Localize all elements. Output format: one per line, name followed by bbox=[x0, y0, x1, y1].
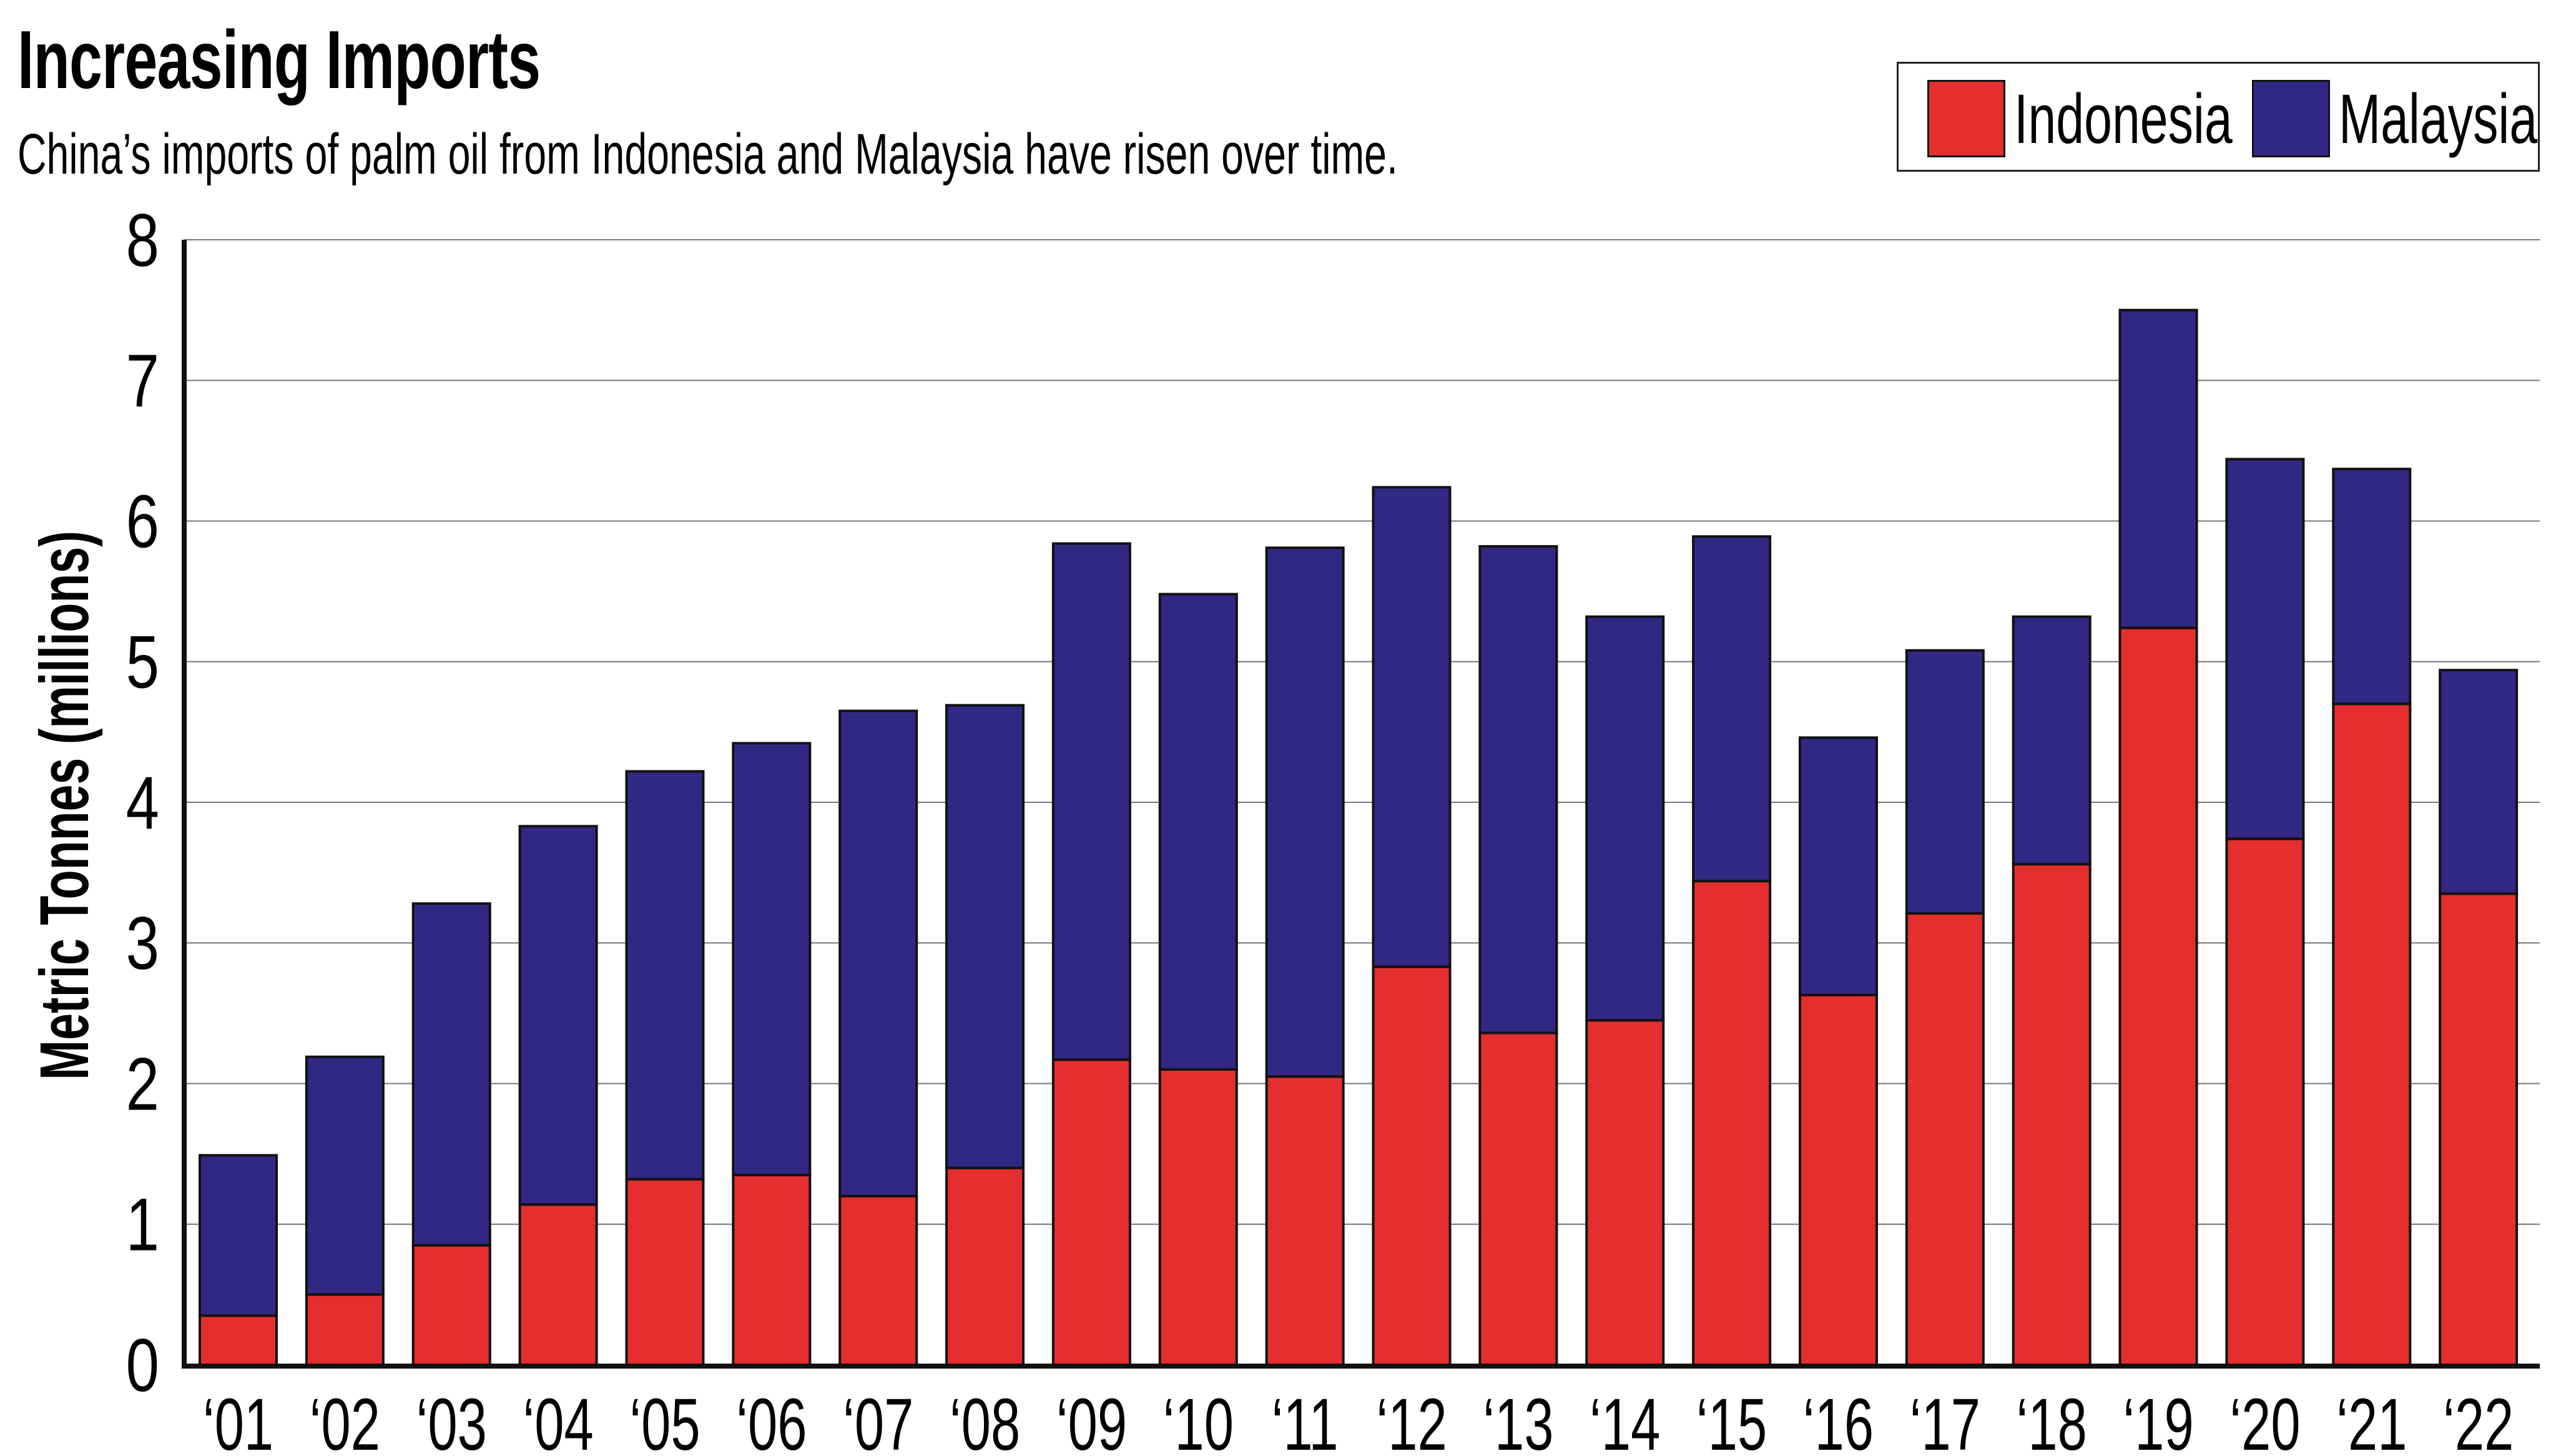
bar-malaysia bbox=[2439, 669, 2519, 895]
axes bbox=[182, 240, 2540, 1369]
bar-malaysia bbox=[1905, 649, 1985, 915]
bar-malaysia bbox=[411, 902, 491, 1247]
bar-indonesia bbox=[411, 1244, 491, 1366]
bar-malaysia bbox=[625, 770, 705, 1181]
y-tick-label: 5 bbox=[126, 621, 159, 705]
legend-swatch-indonesia bbox=[1927, 80, 2005, 157]
bar-malaysia bbox=[199, 1154, 278, 1317]
bar-malaysia bbox=[1158, 593, 1238, 1071]
y-tick-label: 8 bbox=[126, 199, 159, 283]
bar-malaysia bbox=[945, 704, 1025, 1169]
legend: Indonesia Malaysia bbox=[1897, 62, 2540, 172]
chart-subtitle: China’s imports of palm oil from Indones… bbox=[17, 122, 1398, 186]
bar-indonesia bbox=[305, 1293, 385, 1366]
y-tick-label: 3 bbox=[126, 902, 159, 986]
bar-malaysia bbox=[732, 742, 812, 1176]
x-tick-label: ‘15 bbox=[1696, 1383, 1767, 1456]
bar-malaysia bbox=[518, 825, 598, 1206]
bar-indonesia bbox=[1798, 993, 1878, 1366]
bar-indonesia bbox=[1905, 912, 1985, 1366]
x-tick-label: ‘09 bbox=[1056, 1383, 1127, 1456]
bar-indonesia bbox=[2225, 837, 2305, 1366]
legend-swatch-malaysia bbox=[2252, 80, 2330, 157]
bar-indonesia bbox=[2118, 626, 2198, 1367]
bar-malaysia bbox=[1372, 486, 1452, 968]
x-tick-label: ‘06 bbox=[736, 1383, 807, 1456]
y-tick-label: 1 bbox=[126, 1184, 159, 1267]
bars bbox=[199, 308, 2519, 1367]
bar-indonesia bbox=[518, 1203, 598, 1366]
bar-indonesia bbox=[1372, 965, 1452, 1366]
x-tick-label: ‘11 bbox=[1272, 1383, 1339, 1456]
x-tick-label: ‘16 bbox=[1803, 1383, 1874, 1456]
bar-malaysia bbox=[1585, 615, 1665, 1022]
y-tick-label: 6 bbox=[126, 480, 159, 564]
bar-indonesia bbox=[732, 1173, 812, 1366]
bar-malaysia bbox=[2118, 308, 2198, 629]
x-tick-label: ‘21 bbox=[2336, 1383, 2407, 1456]
x-tick-label: ‘01 bbox=[203, 1383, 273, 1456]
bar-indonesia bbox=[2332, 702, 2412, 1366]
x-tick-label: ‘10 bbox=[1163, 1383, 1234, 1456]
bar-malaysia bbox=[1051, 542, 1131, 1061]
x-tick-label: ‘18 bbox=[2017, 1383, 2087, 1456]
x-tick-label: ‘14 bbox=[1590, 1383, 1660, 1456]
y-tick-label: 7 bbox=[126, 340, 159, 423]
bar-malaysia bbox=[1478, 545, 1558, 1035]
bar-indonesia bbox=[1265, 1075, 1345, 1367]
bar-indonesia bbox=[2439, 892, 2519, 1366]
legend-item-malaysia: Malaysia bbox=[2252, 79, 2556, 158]
bar-indonesia bbox=[2012, 863, 2091, 1366]
bar-malaysia bbox=[305, 1055, 385, 1296]
bar-malaysia bbox=[2332, 468, 2412, 706]
legend-label-indonesia: Indonesia bbox=[2014, 79, 2233, 158]
bar-indonesia bbox=[1051, 1058, 1131, 1367]
bar-malaysia bbox=[1692, 535, 1772, 883]
x-tick-label: ‘05 bbox=[629, 1383, 700, 1456]
x-tick-label: ‘13 bbox=[1483, 1383, 1553, 1456]
x-tick-labels: ‘01 ‘02 ‘03 ‘04 ‘05 ‘06 ‘07 ‘08 ‘09 ‘10 ‘11 ‘12 ‘13 ‘… bbox=[203, 1383, 2514, 1456]
chart-title: Increasing Imports bbox=[17, 14, 541, 106]
bar-malaysia bbox=[2225, 458, 2305, 840]
x-tick-label: ‘03 bbox=[416, 1383, 487, 1456]
bar-indonesia bbox=[1478, 1031, 1558, 1367]
bar-malaysia bbox=[838, 709, 918, 1198]
bar-indonesia bbox=[199, 1314, 278, 1367]
bar-indonesia bbox=[625, 1178, 705, 1367]
bar-indonesia bbox=[838, 1194, 918, 1366]
bar-indonesia bbox=[1692, 880, 1772, 1366]
y-tick-labels: 0 1 2 3 4 5 6 7 8 bbox=[126, 199, 159, 1408]
x-tick-label: ‘04 bbox=[523, 1383, 593, 1456]
y-tick-label: 2 bbox=[126, 1043, 159, 1126]
bar-malaysia bbox=[2012, 615, 2091, 866]
x-tick-label: ‘02 bbox=[310, 1383, 380, 1456]
x-tick-label: ‘07 bbox=[843, 1383, 913, 1456]
x-tick-label: ‘22 bbox=[2443, 1383, 2514, 1456]
bar-indonesia bbox=[1158, 1068, 1238, 1366]
x-tick-label: ‘19 bbox=[2123, 1383, 2193, 1456]
y-tick-label: 4 bbox=[126, 762, 159, 845]
x-tick-label: ‘08 bbox=[950, 1383, 1020, 1456]
bar-indonesia bbox=[945, 1166, 1025, 1367]
x-tick-label: ‘17 bbox=[1910, 1383, 1980, 1456]
x-tick-label: ‘20 bbox=[2229, 1383, 2300, 1456]
bar-indonesia bbox=[1585, 1019, 1665, 1366]
bar-malaysia bbox=[1265, 546, 1345, 1078]
bar-malaysia bbox=[1798, 736, 1878, 996]
legend-item-indonesia: Indonesia bbox=[1927, 79, 2318, 158]
y-tick-label: 0 bbox=[126, 1324, 159, 1408]
legend-label-malaysia: Malaysia bbox=[2339, 79, 2538, 158]
x-tick-label: ‘12 bbox=[1376, 1383, 1447, 1456]
